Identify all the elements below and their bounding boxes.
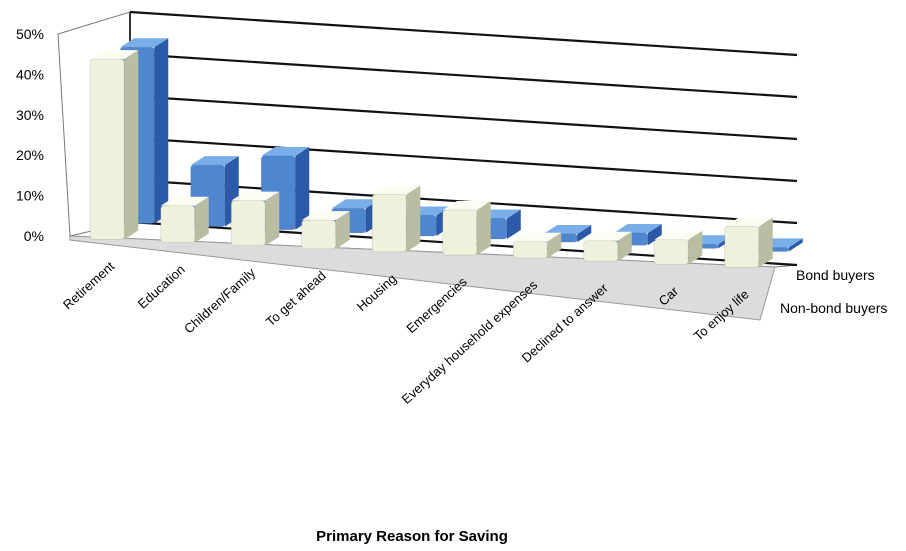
bar-non-bond-buyers xyxy=(512,232,562,259)
bars xyxy=(89,38,803,268)
series-label-bond-buyers: Bond buyers xyxy=(796,267,875,283)
bar-non-bond-buyers xyxy=(583,231,632,262)
x-tick-label: Housing xyxy=(354,271,399,314)
bar-non-bond-buyers xyxy=(653,230,703,265)
x-tick-label: Emergencies xyxy=(403,274,470,336)
x-tick-label: Retirement xyxy=(60,258,118,312)
bar-non-bond-buyers xyxy=(371,185,421,253)
bar-non-bond-buyers xyxy=(160,196,209,244)
x-tick-label: Education xyxy=(135,262,188,312)
gridline xyxy=(129,94,798,141)
bar-non-bond-buyers xyxy=(230,191,280,247)
bar-non-bond-buyers xyxy=(89,50,139,240)
x-tick-label: Children/Family xyxy=(181,265,259,337)
y-axis-ticks: 0% 10% 20% 30% 40% 50% xyxy=(16,26,44,244)
gridline xyxy=(129,10,798,57)
bar-non-bond-buyers xyxy=(442,200,491,256)
gridline xyxy=(129,52,798,99)
gridline xyxy=(129,136,798,183)
y-tick-label: 0% xyxy=(24,228,44,244)
y-tick-label: 30% xyxy=(16,107,44,123)
x-axis-title: Primary Reason for Saving xyxy=(316,528,508,545)
series-label-non-bond-buyers: Non-bond buyers xyxy=(780,300,887,316)
x-tick-label: Everyday household expenses xyxy=(399,277,541,407)
y-tick-label: 10% xyxy=(16,188,44,204)
x-tick-label: To get ahead xyxy=(263,268,329,329)
bar-non-bond-buyers xyxy=(301,211,350,250)
y-tick-label: 20% xyxy=(16,147,44,163)
y-tick-label: 50% xyxy=(16,26,44,42)
side-wall-top-edge xyxy=(57,11,131,35)
bar-non-bond-buyers xyxy=(724,217,773,268)
y-tick-label: 40% xyxy=(16,66,44,82)
side-wall-front-edge xyxy=(57,33,71,237)
